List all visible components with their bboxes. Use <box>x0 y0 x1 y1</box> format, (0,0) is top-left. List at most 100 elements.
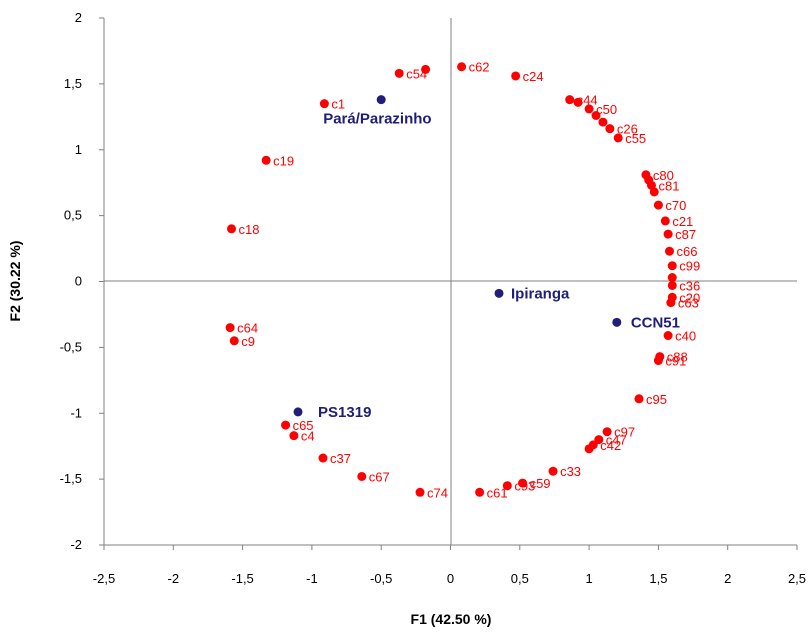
observation-point <box>667 273 677 283</box>
x-tick-label: -0,5 <box>370 571 392 586</box>
observation-point <box>229 336 239 346</box>
observation-point <box>666 298 676 308</box>
observation-label: c20 <box>679 290 700 305</box>
observation-label: c65 <box>293 418 314 433</box>
observation-point <box>415 487 425 497</box>
observation-point <box>421 64 431 74</box>
observation-label: c99 <box>679 259 700 274</box>
observation-label: c63 <box>678 296 699 311</box>
observation-point <box>289 431 299 441</box>
y-tick-label: 0,5 <box>64 208 82 223</box>
observation-label: c37 <box>330 451 351 466</box>
y-tick-label: -1,5 <box>60 471 82 486</box>
observation-label: c18 <box>239 222 260 237</box>
observation-point <box>319 99 329 109</box>
x-axis-title: F1 (42.50 %) <box>411 611 492 627</box>
y-axis-ticks: 2 1,5 1 0,5 0 -0,5 -1 -1,5 -2 <box>60 10 104 552</box>
observation-point <box>667 280 677 290</box>
observation-point <box>318 453 328 463</box>
observation-label: c88 <box>667 350 688 365</box>
y-tick-label: -2 <box>70 537 82 552</box>
y-axis-title: F2 (30.22 %) <box>7 241 23 322</box>
observation-point <box>261 155 271 165</box>
observation-point <box>653 356 663 366</box>
x-tick-label: -1,5 <box>231 571 253 586</box>
observation-label: c21 <box>672 214 693 229</box>
y-tick-label: 1,5 <box>64 76 82 91</box>
observation-label: c55 <box>625 131 646 146</box>
observation-point <box>605 124 615 134</box>
observation-label: c50 <box>596 102 617 117</box>
x-tick-label: 0,5 <box>511 571 529 586</box>
observation-point <box>227 224 237 234</box>
observation-label: c61 <box>487 485 508 500</box>
observation-point <box>649 187 659 197</box>
observation-point <box>667 261 677 271</box>
observation-label: c93 <box>514 479 535 494</box>
y-tick-label: 2 <box>75 10 82 25</box>
observation-label: c70 <box>665 198 686 213</box>
observation-point <box>660 216 670 226</box>
observation-label: c97 <box>614 425 635 440</box>
supplementary-point <box>376 95 386 105</box>
observation-point <box>598 117 608 127</box>
observation-point <box>511 71 521 81</box>
observation-label: c59 <box>530 476 551 491</box>
observation-point <box>502 481 512 491</box>
observation-point <box>584 104 594 114</box>
observation-label: c19 <box>273 153 294 168</box>
observation-label: c33 <box>560 464 581 479</box>
observation-label: c80 <box>653 168 674 183</box>
x-tick-label: -1 <box>306 571 318 586</box>
observation-label: c81 <box>658 178 679 193</box>
x-tick-label: 2,5 <box>788 571 806 586</box>
observation-point <box>225 323 235 333</box>
observation-point <box>394 68 404 78</box>
observation-point <box>664 246 674 256</box>
observation-label: c26 <box>617 122 638 137</box>
supplementary-label: CCN51 <box>631 314 680 331</box>
supplementary-label: Ipiranga <box>511 285 570 302</box>
observation-point <box>591 110 601 120</box>
observation-point <box>281 420 291 430</box>
y-tick-label: -1 <box>70 405 82 420</box>
x-tick-label: 1,5 <box>649 571 667 586</box>
observation-point <box>602 427 612 437</box>
observation-label: c40 <box>675 329 696 344</box>
supplementary-points: Pará/Parazinho Ipiranga CCN51 PS1319 <box>293 95 680 421</box>
supplementary-point <box>293 407 303 417</box>
observation-point <box>457 62 467 72</box>
observation-label: c87 <box>675 227 696 242</box>
observation-label: c95 <box>646 392 667 407</box>
x-tick-label: -2 <box>168 571 180 586</box>
x-tick-label: -2,5 <box>93 571 115 586</box>
observation-point <box>613 133 623 143</box>
observation-point <box>663 229 673 239</box>
observation-label: c66 <box>676 244 697 259</box>
observation-point <box>357 471 367 481</box>
observation-label: c74 <box>427 485 448 500</box>
observation-label: c64 <box>237 321 258 336</box>
observation-point <box>565 95 575 105</box>
y-tick-label: 0 <box>75 274 82 289</box>
observation-label: c24 <box>523 69 544 84</box>
observation-label: c62 <box>469 60 490 75</box>
observation-point <box>573 97 583 107</box>
x-tick-label: 2 <box>724 571 731 586</box>
observation-label: c91 <box>665 354 686 369</box>
supplementary-label: Pará/Parazinho <box>323 111 431 128</box>
observation-label: c67 <box>369 469 390 484</box>
observation-point <box>475 487 485 497</box>
observation-label: c9 <box>241 334 255 349</box>
observation-point <box>548 466 558 476</box>
y-tick-label: -0,5 <box>60 339 82 354</box>
observation-point <box>518 478 528 488</box>
observation-label: c1 <box>331 97 345 112</box>
observation-label: c36 <box>679 278 700 293</box>
observation-label: c42 <box>600 438 621 453</box>
supplementary-label: PS1319 <box>318 404 371 421</box>
x-tick-label: 0 <box>447 571 454 586</box>
observation-point <box>653 200 663 210</box>
